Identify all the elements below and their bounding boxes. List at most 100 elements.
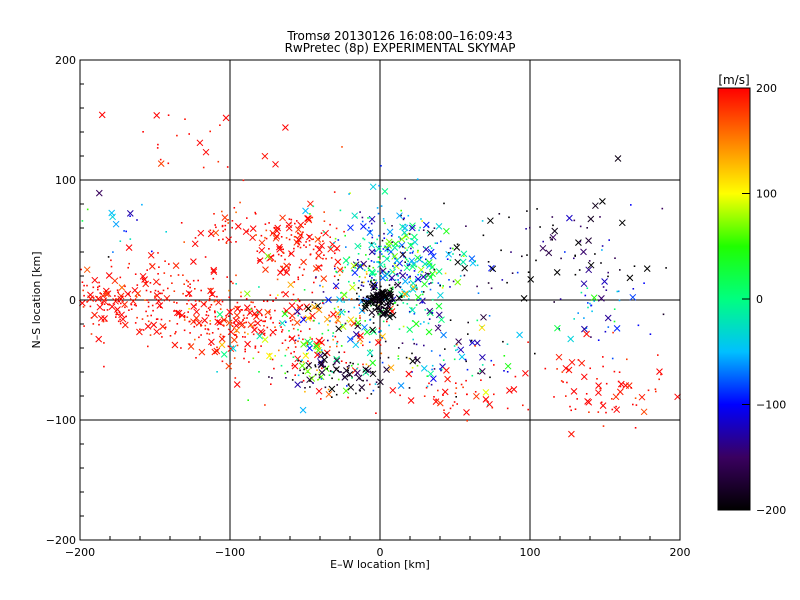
data-point-dot [333,265,336,267]
data-point-cross [396,212,403,220]
data-point-dot [243,357,245,360]
data-point-dot [222,335,224,338]
data-point-cross [369,370,377,378]
data-point-cross [314,236,322,243]
data-point-cross [251,326,258,334]
data-point-dot [194,237,197,239]
data-point-cross [304,215,311,222]
data-point-cross [592,202,599,210]
x-tick-label: 200 [670,546,691,559]
data-point-cross [197,229,205,237]
data-point-cross [264,309,272,316]
data-point-dot [455,396,457,398]
data-point-dot [590,304,592,307]
data-point-dot [149,282,152,284]
data-point-cross [389,311,397,319]
data-point-dot [240,309,242,311]
data-point-dot [392,255,395,257]
data-point-dot [379,301,381,304]
data-point-dot [118,314,120,316]
data-point-dot [437,282,440,284]
data-point-cross [335,325,343,333]
data-point-dot [344,234,346,237]
data-point-dot [236,301,239,304]
data-point-dot [560,380,563,382]
data-point-dot [105,299,107,302]
data-point-dot [323,358,326,361]
data-point-cross [190,258,197,265]
data-point-dot [333,242,335,244]
data-point-dot [402,245,404,248]
data-point-cross [473,392,480,400]
data-point-dot [379,298,382,300]
data-point-dot [506,371,509,373]
data-point-cross [233,381,241,388]
data-point-cross [98,111,106,119]
data-point-cross [293,319,301,326]
data-point-dot [323,211,325,213]
data-point-dot [235,211,237,214]
data-point-dot [264,223,267,225]
data-point-dot [235,274,237,277]
data-point-dot [228,296,230,299]
data-point-dot [343,351,346,353]
data-point-dot [315,276,317,278]
data-point-dot [600,262,602,264]
data-point-dot [223,325,225,327]
data-point-dot [212,277,215,280]
data-point-dot [369,383,371,386]
data-point-dot [585,327,588,329]
data-point-dot [152,309,154,312]
data-point-dot [129,215,131,217]
data-point-dot [231,226,233,229]
data-point-cross [243,290,251,298]
data-point-dot [591,310,593,313]
data-point-dot [294,300,297,302]
data-point-dot [287,346,290,349]
data-point-cross [616,388,624,396]
data-point-cross [333,355,340,363]
chart-subtitle: RwPretec (8p) EXPERIMENTAL SKYMAP [285,41,516,55]
data-point-dot [394,283,396,286]
data-point-dot [293,235,296,238]
data-point-dot [274,326,276,328]
data-point-dot [308,244,311,246]
data-point-dot [127,266,129,269]
data-point-dot [632,403,634,406]
data-point-cross [401,224,409,232]
data-point-cross [426,307,434,315]
data-point-dot [407,276,410,279]
data-point-dot [97,286,99,289]
data-point-dot [146,315,149,317]
data-point-dot [347,367,349,370]
data-point-dot [369,230,371,232]
data-point-dot [390,308,393,310]
data-point-cross [272,160,279,168]
data-point-dot [356,292,358,295]
data-point-dot [317,379,319,381]
data-point-dot [147,305,150,308]
data-point-dot [340,268,343,270]
data-point-dot [376,308,379,311]
data-point-cross [342,387,350,395]
data-point-dot [83,284,85,287]
data-point-dot [189,295,191,297]
data-point-dot [375,307,378,310]
data-point-dot [207,328,209,330]
data-point-dot [380,205,383,207]
data-point-dot [406,264,409,267]
data-point-dot [372,389,375,392]
data-point-cross [356,263,364,270]
data-point-dot [248,361,250,363]
data-point-dot [329,370,332,372]
data-point-dot [313,346,316,349]
data-point-cross [112,297,119,305]
data-point-dot [390,279,393,281]
data-point-dot [424,275,427,277]
data-point-dot [318,376,321,379]
data-point-dot [374,383,377,385]
data-point-dot [193,321,196,324]
data-point-cross [172,262,180,269]
data-point-cross [369,326,376,334]
data-point-dot [430,276,433,278]
